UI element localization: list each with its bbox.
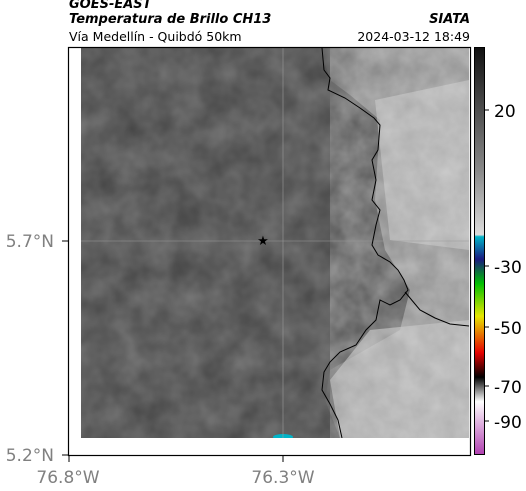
satellite-image: ★: [81, 48, 469, 438]
y-tick-label: 5.7°N: [6, 232, 54, 252]
colorbar-label: 20: [494, 102, 516, 122]
colorbar-label: -70: [494, 378, 522, 398]
department-border: [321, 48, 409, 438]
brand-label: SIATA: [429, 12, 470, 27]
colorbar-label: -50: [494, 319, 522, 339]
department-border-east: [404, 291, 469, 327]
y-tick-label: 5.2°N: [6, 446, 54, 466]
colorbar-label: -90: [494, 413, 522, 433]
satellite-title: GOES-EAST: [69, 0, 152, 12]
timestamp-label: 2024-03-12 18:49: [357, 29, 470, 44]
location-subtitle: Vía Medellín - Quibdó 50km: [69, 29, 242, 44]
colorbar-label: -30: [494, 258, 522, 278]
x-tick-label: 76.8°W: [36, 468, 99, 488]
star-icon: ★: [257, 234, 269, 249]
map-frame: [67, 46, 472, 457]
product-title: Temperatura de Brillo CH13: [69, 12, 272, 27]
colorbar: 20 -30 -50 -70 -90: [474, 47, 522, 455]
x-tick-label: 76.3°W: [251, 468, 314, 488]
